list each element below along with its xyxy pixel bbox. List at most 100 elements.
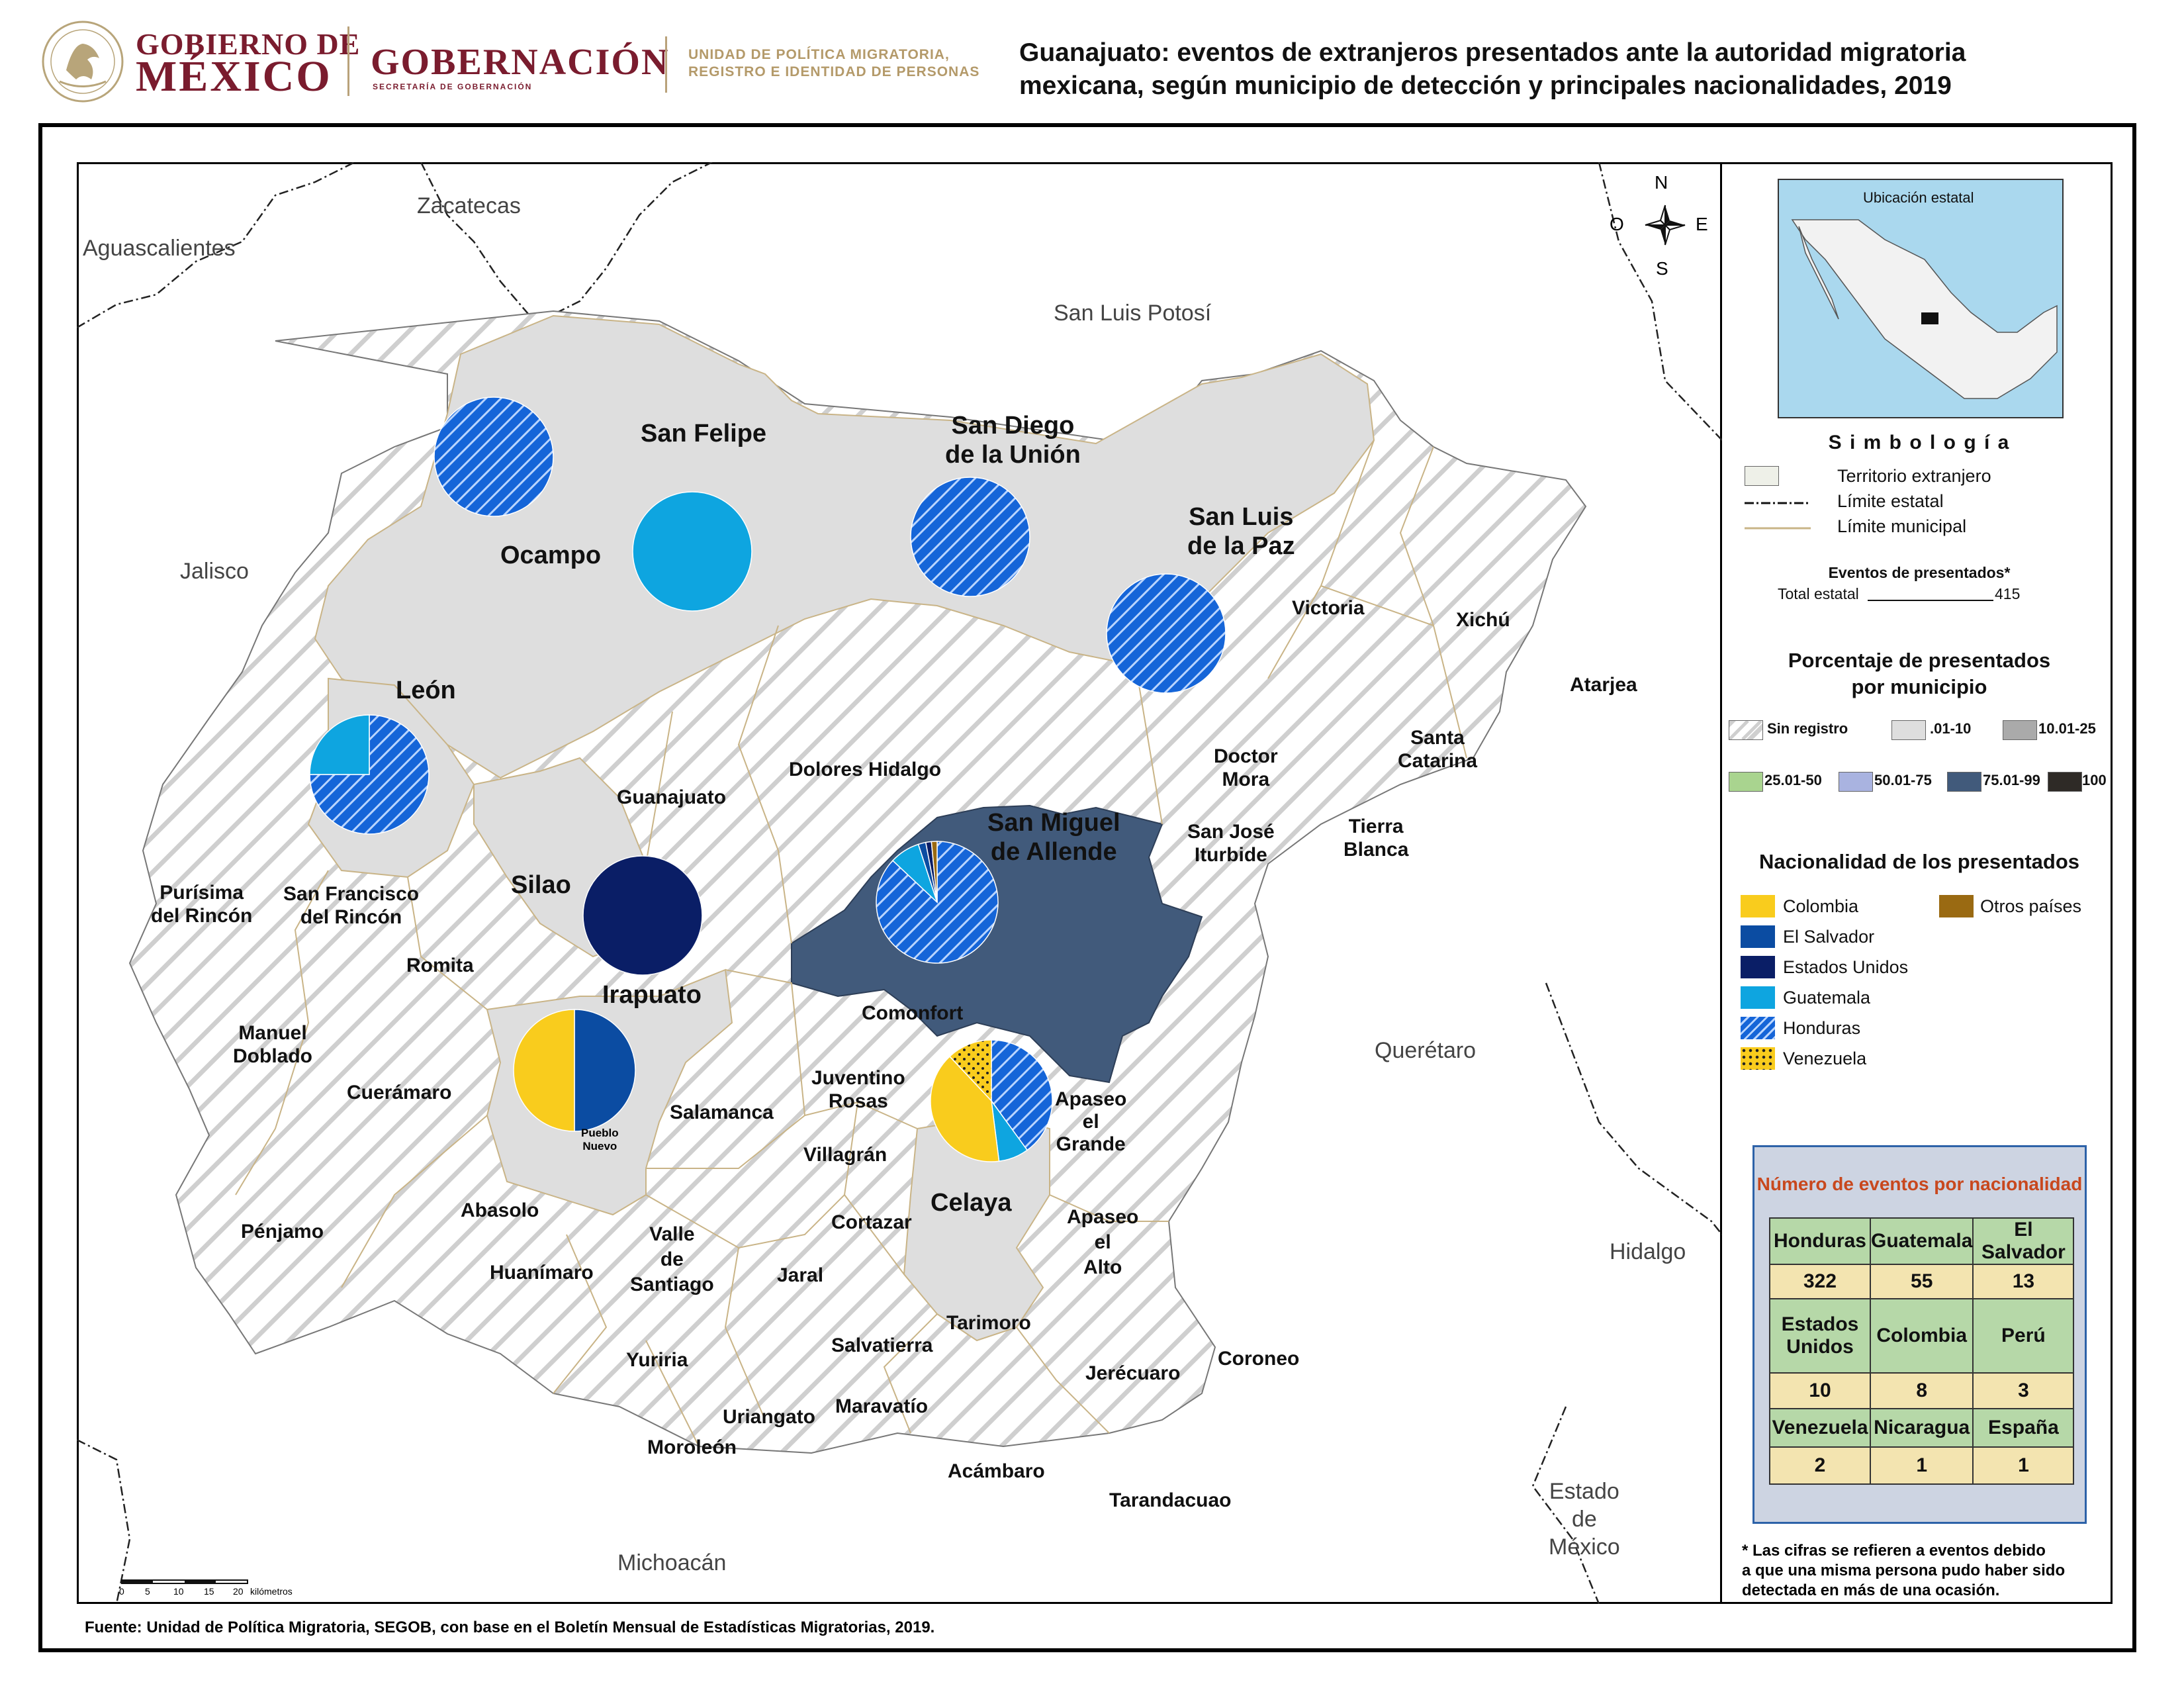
pie-león — [309, 714, 430, 835]
juventino-line-1: Juventino — [811, 1067, 905, 1089]
pie-slice-honduras — [991, 1039, 1053, 1151]
legend-limite-municipal: Límite municipal — [1837, 516, 1967, 536]
legend-estados-unidos: Estados Unidos — [1783, 957, 1909, 977]
label-jalisco: Jalisco — [180, 559, 249, 584]
label-san-luis-potosi: San Luis Potosí — [1054, 301, 1212, 326]
label-abasolo: Abasolo — [461, 1199, 539, 1221]
label-dolores-hidalgo: Dolores Hidalgo — [789, 759, 942, 780]
santa-catarina-line-1: Santa — [1410, 727, 1465, 749]
table-value: 13 — [1972, 1264, 2075, 1299]
scale-unit: kilómetros — [250, 1586, 293, 1597]
edomex-line-3: México — [1549, 1534, 1620, 1560]
tierra-blanca-line-1: Tierra — [1348, 816, 1404, 837]
label-jaral: Jaral — [777, 1264, 824, 1286]
table-header: Honduras — [1769, 1217, 1871, 1265]
legend-50-75: 50.01-75 — [1874, 772, 1932, 788]
swatch-10-25 — [2003, 720, 2037, 740]
pie-slice-otros-países — [931, 841, 938, 903]
scale-bar — [121, 1579, 248, 1584]
label-aguascalientes: Aguascalientes — [83, 236, 236, 261]
swatch-01-10 — [1891, 720, 1926, 740]
label-valle-de-santiago: Valle de Santiago — [630, 1222, 714, 1297]
compass-n: N — [1655, 172, 1668, 193]
outer-frame — [38, 123, 2136, 1652]
legend-10-25: 10.01-25 — [2038, 720, 2096, 737]
label-comonfort: Comonfort — [862, 1002, 964, 1024]
label-moroleon: Moroleón — [647, 1436, 737, 1458]
legend-limite-estatal: Límite estatal — [1837, 491, 1944, 511]
swatch-guatemala — [1741, 986, 1775, 1009]
label-queretaro: Querétaro — [1375, 1038, 1477, 1063]
label-atarjea: Atarjea — [1570, 674, 1637, 696]
table-value: 3 — [1972, 1372, 2075, 1409]
legend-el-salvador: El Salvador — [1783, 927, 1875, 947]
edomex-line-2: de — [1571, 1507, 1597, 1532]
pie-slice-colombia — [930, 1055, 1000, 1162]
pie-san-felipe — [632, 491, 752, 612]
swatch-otros — [1939, 895, 1974, 917]
label-apaseo-el-grande: Apaseo el Grande — [1055, 1088, 1126, 1156]
legend-otros: Otros países — [1980, 896, 2082, 916]
footnote-line-3: detectada en más de una ocasión. — [1742, 1581, 2000, 1599]
label-penjamo: Pénjamo — [241, 1221, 324, 1243]
label-guanajuato: Guanajuato — [617, 786, 727, 808]
label-ocampo: Ocampo — [500, 541, 602, 569]
swatch-honduras — [1741, 1017, 1775, 1039]
valle-line-2: de — [660, 1248, 684, 1270]
unidad-line-2: REGISTRO E IDENTIDAD DE PERSONAS — [688, 64, 980, 79]
label-tarimoro: Tarimoro — [946, 1312, 1031, 1334]
label-huanimaro: Huanímaro — [490, 1262, 594, 1284]
pie-slice-el-salvador — [574, 1009, 636, 1132]
legend-simbologia: S i m b o l o g í a — [1828, 432, 2011, 453]
pie-ocampo — [433, 397, 554, 517]
unidad-text: UNIDAD DE POLÍTICA MIGRATORIA, REGISTRO … — [688, 46, 979, 81]
table-header: Estados Unidos — [1769, 1298, 1871, 1374]
sma-line-1: San Miguel — [987, 809, 1120, 837]
legend-total-label: Total estatal — [1778, 585, 1859, 602]
table-value: 1 — [1869, 1446, 1974, 1485]
state-limit-icon — [1745, 502, 1811, 504]
label-cortazar: Cortazar — [831, 1211, 912, 1233]
san-jose-line-1: San José — [1187, 821, 1275, 843]
table-header: Colombia — [1869, 1298, 1974, 1374]
scale-tick-5: 5 — [145, 1586, 150, 1597]
manuel-doblado-line-1: Manuel — [238, 1022, 307, 1044]
table-value: 10 — [1769, 1372, 1871, 1409]
compass-s: S — [1656, 258, 1668, 279]
sfr-line-2: del Rincón — [300, 906, 402, 928]
swatch-colombia — [1741, 895, 1775, 917]
table-value: 55 — [1869, 1264, 1974, 1299]
label-estado-de-mexico: Estado de México — [1549, 1477, 1620, 1561]
label-tarandacuao: Tarandacuao — [1109, 1489, 1232, 1511]
table-value: 1 — [1972, 1446, 2075, 1485]
label-hidalgo: Hidalgo — [1610, 1239, 1686, 1264]
label-san-jose-iturbide: San José Iturbide — [1187, 821, 1275, 867]
pueblo-nuevo-line-1: Pueblo — [581, 1127, 619, 1139]
pie-slice-colombia — [513, 1009, 575, 1132]
label-coroneo: Coroneo — [1218, 1348, 1300, 1370]
pie-slice-guatemala — [309, 714, 370, 775]
legend-100: 100 — [2082, 772, 2107, 788]
pueblo-nuevo-line-2: Nuevo — [582, 1139, 617, 1152]
coat-of-arms-icon — [42, 21, 124, 103]
label-purisima-del-rincon: Purísima del Rincón — [151, 882, 252, 927]
legend-venezuela: Venezuela — [1783, 1049, 1867, 1068]
legend-guatemala: Guatemala — [1783, 988, 1871, 1008]
pie-silao — [582, 855, 703, 976]
label-zacatecas: Zacatecas — [417, 193, 521, 218]
apaseo-alto-line-3: Alto — [1083, 1256, 1122, 1278]
inset-locator-map — [1778, 179, 2064, 418]
nationality-table: Honduras Guatemala El Salvador 322 55 13… — [1769, 1217, 2075, 1485]
swatch-venezuela — [1741, 1047, 1775, 1070]
title-line-1: Guanajuato: eventos de extranjeros prese… — [1019, 38, 1966, 67]
pie-celaya — [930, 1039, 1053, 1162]
label-cueramaro: Cuerámaro — [347, 1082, 452, 1103]
label-apaseo-el-alto: Apaseo el Alto — [1067, 1205, 1138, 1280]
pct-title-line-2: por municipio — [1851, 675, 1987, 698]
footnote-line-1: * Las cifras se refieren a eventos debid… — [1742, 1542, 2046, 1560]
label-juventino-rosas: Juventino Rosas — [811, 1067, 905, 1113]
tierra-blanca-line-2: Blanca — [1343, 838, 1409, 861]
pie-san-miguel-de-allende — [876, 841, 999, 964]
source-note: Fuente: Unidad de Política Migratoria, S… — [85, 1618, 935, 1636]
pie-irapuato — [513, 1009, 636, 1132]
